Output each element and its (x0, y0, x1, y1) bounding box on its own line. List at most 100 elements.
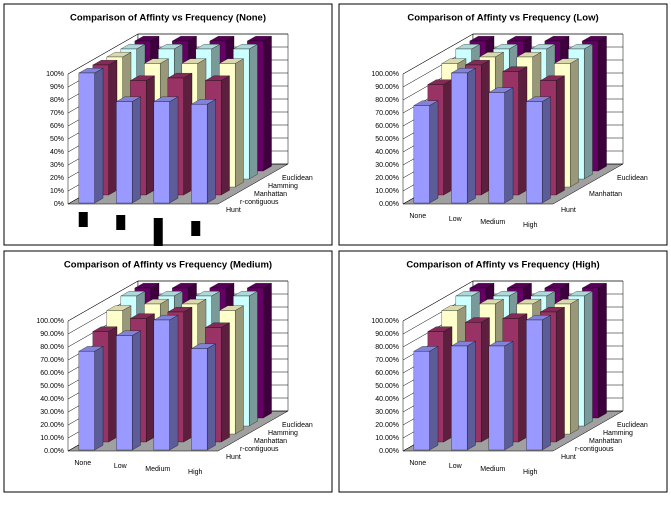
x-tick-label: Medium (480, 219, 505, 226)
y-tick-label: 50.00% (40, 383, 64, 390)
bar-side (480, 59, 490, 196)
chart-panel: Comparison of Affinty vs Frequency (None… (3, 3, 333, 246)
series-label: Hunt (561, 454, 576, 461)
x-tick-label: High (523, 469, 538, 476)
bar-side (597, 282, 607, 419)
bar-side (108, 326, 118, 443)
label-redaction (78, 212, 88, 227)
y-tick-label: 40.00% (40, 396, 64, 403)
bar-side (169, 314, 179, 451)
bar-side (94, 67, 104, 204)
bar-side (131, 330, 141, 451)
bar-side (555, 306, 565, 443)
bar-side (145, 75, 155, 196)
y-tick-label: 30.00% (40, 409, 64, 416)
chart-title: Comparison of Affinty vs Frequency (Low) (407, 13, 598, 24)
y-tick-label: 70% (50, 110, 64, 117)
x-tick-label: None (74, 460, 91, 467)
bar-side (183, 72, 193, 196)
y-tick-label: 80.00% (40, 344, 64, 351)
x-tick-label: None (409, 460, 426, 467)
y-tick-label: 40.00% (375, 396, 399, 403)
y-tick-label: 80% (50, 97, 64, 104)
bar (116, 101, 133, 204)
bar-side (541, 314, 551, 451)
x-tick-label: Medium (480, 466, 505, 473)
x-tick-label: High (188, 469, 203, 476)
y-tick-label: 20.00% (40, 422, 64, 429)
y-tick-label: 100.00% (371, 318, 399, 325)
series-label: Manhattan (254, 191, 287, 198)
series-label: Hamming (603, 430, 633, 437)
x-tick-label: High (523, 222, 538, 229)
y-tick-label: 10.00% (40, 435, 64, 442)
y-tick-label: 90.00% (40, 331, 64, 338)
bar (526, 319, 543, 451)
bar-side (206, 99, 216, 204)
bar-side (569, 298, 579, 435)
bar (78, 72, 95, 204)
bar (488, 92, 505, 204)
y-tick-label: 0.00% (379, 448, 399, 455)
series-label: Euclidean (617, 175, 648, 182)
y-tick-label: 80.00% (375, 344, 399, 351)
bar (451, 345, 468, 451)
grid-line (402, 33, 474, 75)
series-label: Euclidean (282, 175, 313, 182)
series-label: Manhattan (589, 438, 622, 445)
bar (153, 319, 170, 451)
bar-side (480, 317, 490, 443)
bar (413, 351, 430, 451)
y-tick-label: 50% (50, 136, 64, 143)
bar-side (234, 305, 244, 435)
bar-side (518, 66, 528, 196)
bar-side (248, 43, 258, 180)
chart-title: Comparison of Affinty vs Frequency (High… (406, 260, 599, 271)
y-tick-label: 60% (50, 123, 64, 130)
y-tick-label: 20.00% (375, 175, 399, 182)
bar-side (466, 67, 476, 204)
bar (191, 104, 208, 204)
bar-side (169, 96, 179, 204)
chart-panel: Comparison of Affinty vs Frequency (Low)… (338, 3, 668, 246)
label-redaction (153, 218, 163, 246)
x-tick-label: None (409, 213, 426, 220)
y-tick-label: 20% (50, 175, 64, 182)
bar (413, 105, 430, 204)
y-tick-label: 100.00% (36, 318, 64, 325)
bar-side (443, 79, 453, 196)
y-tick-label: 40% (50, 149, 64, 156)
y-tick-label: 60.00% (375, 123, 399, 130)
bar-side (108, 59, 118, 196)
series-label: r-contiguous (240, 199, 279, 206)
x-tick-label: Low (449, 463, 463, 470)
y-tick-label: 60.00% (375, 370, 399, 377)
x-tick-label: Medium (145, 466, 170, 473)
series-label: Euclidean (282, 422, 313, 429)
bar-side (262, 35, 272, 172)
grid-line (402, 280, 474, 322)
y-tick-label: 80.00% (375, 97, 399, 104)
series-label: Hunt (561, 207, 576, 214)
bar (526, 101, 543, 204)
bar-side (466, 340, 476, 451)
bar-side (145, 313, 155, 443)
bar (153, 101, 170, 204)
series-label: r-contiguous (240, 446, 279, 453)
x-tick-label: Low (114, 463, 128, 470)
bar (451, 72, 468, 204)
bar-side (234, 58, 244, 188)
bar-side (429, 100, 439, 204)
y-tick-label: 70.00% (375, 357, 399, 364)
grid-line (67, 33, 139, 75)
bar-side (248, 290, 258, 427)
bar (488, 345, 505, 451)
bar-side (131, 96, 141, 204)
bar-side (220, 322, 230, 443)
x-tick-label: Low (449, 216, 463, 223)
chart-panel: Comparison of Affinty vs Frequency (Medi… (3, 250, 333, 493)
y-tick-label: 100.00% (371, 71, 399, 78)
bar-side (583, 290, 593, 427)
grid-line (67, 280, 139, 322)
